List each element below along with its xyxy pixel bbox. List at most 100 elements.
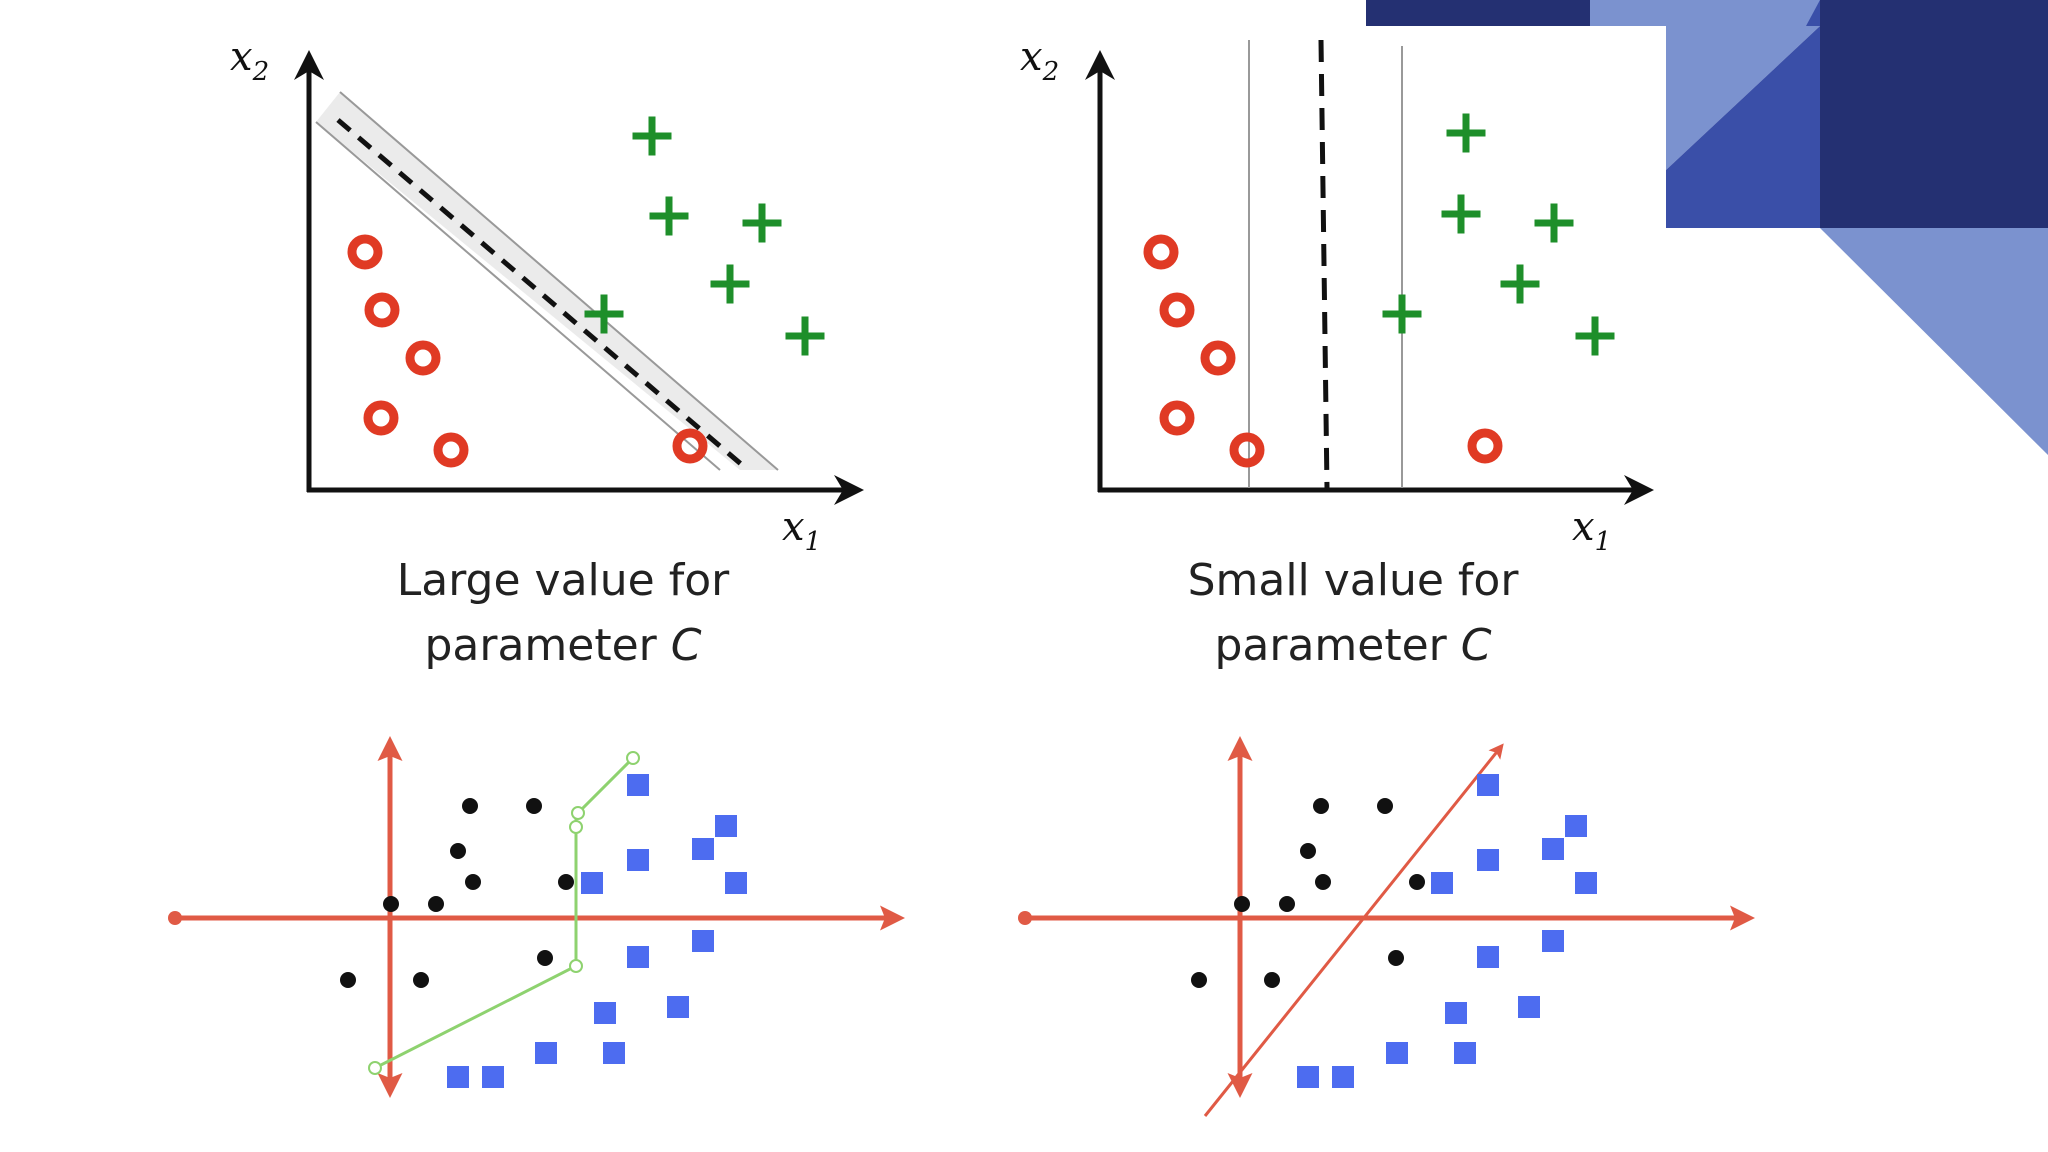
red-ring-icon xyxy=(1200,340,1236,376)
blue-square-icon xyxy=(715,815,737,837)
axis-origin-dot xyxy=(1018,911,1032,925)
blue-square-icon xyxy=(1431,872,1453,894)
red-ring-icon xyxy=(363,400,399,436)
black-dot-icon xyxy=(1409,874,1425,890)
black-dot-icon xyxy=(340,972,356,988)
black-dot-icon xyxy=(1191,972,1207,988)
black-dot-icon xyxy=(1279,896,1295,912)
blue-square-icon xyxy=(1445,1002,1467,1024)
red-ring-icon xyxy=(347,234,383,270)
red-ring-icon xyxy=(1467,428,1503,464)
y-axis-label: x2 xyxy=(1020,34,1059,87)
green-plus-icon xyxy=(649,196,689,236)
boundary-vertex xyxy=(368,1061,382,1075)
red-ring-icon xyxy=(1229,432,1265,468)
blue-square-icon xyxy=(447,1066,469,1088)
blue-square-icon xyxy=(1477,946,1499,968)
green-plus-icon xyxy=(1534,203,1574,243)
green-plus-icon xyxy=(1382,294,1422,334)
black-dot-icon xyxy=(450,843,466,859)
red-ring-icon xyxy=(1143,234,1179,270)
slide-decoration xyxy=(1366,0,2048,455)
black-dot-icon xyxy=(1377,798,1393,814)
panel-large-c: x2 x1 Large value for parameter C xyxy=(230,34,864,671)
axis-origin-dot xyxy=(168,911,182,925)
margin-line-upper xyxy=(339,91,779,471)
black-dot-icon xyxy=(428,896,444,912)
boundary-vertex xyxy=(569,820,583,834)
black-dot-icon xyxy=(1234,896,1250,912)
black-dot-icon xyxy=(558,874,574,890)
black-dot-icon xyxy=(1315,874,1331,890)
caption-line-2: parameter C xyxy=(1214,620,1491,671)
margin-band xyxy=(316,92,778,470)
black-dot-icon xyxy=(1264,972,1280,988)
black-dot-icon xyxy=(462,798,478,814)
green-plus-icon xyxy=(785,316,825,356)
blue-squares xyxy=(447,774,747,1088)
decision-boundary xyxy=(336,118,750,472)
y-axis-label: x2 xyxy=(230,34,269,87)
panel-small-c: x2 x1 Small value for parameter C xyxy=(1020,34,1654,671)
blue-square-icon xyxy=(667,996,689,1018)
x-axis-label: x1 xyxy=(782,504,821,557)
green-plus-icon xyxy=(742,203,782,243)
caption-line-1: Small value for xyxy=(1188,555,1520,606)
caption-line-2: parameter C xyxy=(424,620,701,671)
blue-square-icon xyxy=(692,838,714,860)
deco-light-band xyxy=(1590,0,1820,26)
blue-square-icon xyxy=(1477,774,1499,796)
blue-square-icon xyxy=(482,1066,504,1088)
green-plus-icon xyxy=(710,264,750,304)
deco-mid-triangle xyxy=(1666,26,1820,228)
blue-square-icon xyxy=(692,930,714,952)
black-dot-icon xyxy=(1313,798,1329,814)
red-ring-icon xyxy=(1159,400,1195,436)
panel-overfit-boundary xyxy=(168,736,905,1098)
caption-line-1: Large value for xyxy=(397,555,730,606)
blue-square-icon xyxy=(603,1042,625,1064)
black-dot-icon xyxy=(1300,843,1316,859)
black-dot-icon xyxy=(383,896,399,912)
blue-square-icon xyxy=(1477,849,1499,871)
red-ring-icon xyxy=(433,432,469,468)
deco-dark-band xyxy=(1366,0,1590,26)
green-plus-icon xyxy=(1441,194,1481,234)
boundary-vertex xyxy=(571,806,585,820)
margin-line-lower xyxy=(315,121,721,471)
boundary-vertex xyxy=(626,751,640,765)
class-b-points xyxy=(584,116,825,356)
blue-square-icon xyxy=(1542,930,1564,952)
green-plus-icon xyxy=(584,294,624,334)
black-dot-icon xyxy=(526,798,542,814)
black-dot-icon xyxy=(413,972,429,988)
blue-square-icon xyxy=(1454,1042,1476,1064)
decision-boundary xyxy=(1318,39,1330,489)
green-plus-icon xyxy=(1500,264,1540,304)
blue-squares xyxy=(1297,774,1597,1088)
class-a-points xyxy=(1143,234,1503,468)
blue-square-icon xyxy=(725,872,747,894)
red-ring-icon xyxy=(1159,292,1195,328)
blue-square-icon xyxy=(1386,1042,1408,1064)
class-b-points xyxy=(1382,113,1615,356)
blue-square-icon xyxy=(1332,1066,1354,1088)
black-dot-icon xyxy=(537,950,553,966)
blue-square-icon xyxy=(535,1042,557,1064)
blue-square-icon xyxy=(627,946,649,968)
blue-square-icon xyxy=(1518,996,1540,1018)
green-plus-icon xyxy=(632,116,672,156)
deco-dark-block xyxy=(1820,0,2048,228)
panel-linear-boundary xyxy=(1018,736,1755,1117)
blue-square-icon xyxy=(627,849,649,871)
black-dots xyxy=(340,798,574,988)
black-dots xyxy=(1191,798,1425,988)
class-a-points xyxy=(347,234,708,468)
blue-square-icon xyxy=(1297,1066,1319,1088)
red-ring-icon xyxy=(364,292,400,328)
blue-square-icon xyxy=(1565,815,1587,837)
blue-square-icon xyxy=(627,774,649,796)
black-dot-icon xyxy=(465,874,481,890)
nonlinear-boundary xyxy=(374,756,635,1070)
